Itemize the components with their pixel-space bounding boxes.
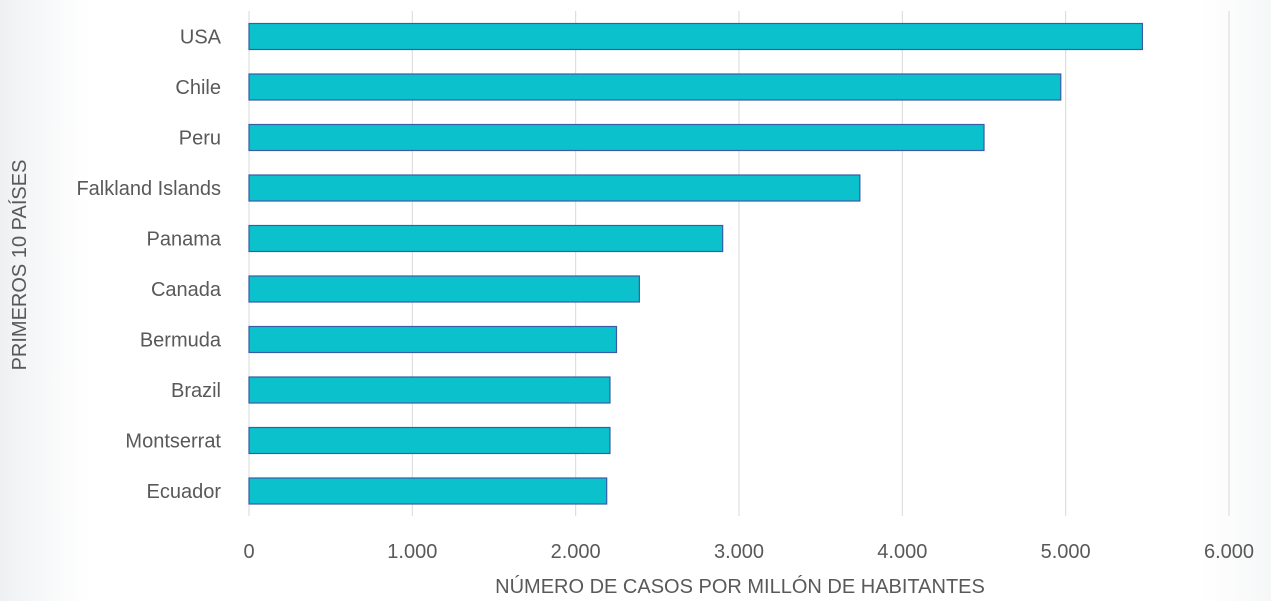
x-tick-label: 3.000 (714, 541, 764, 563)
category-label: Canada (151, 279, 222, 301)
y-axis-title: PRIMEROS 10 PAÍSES (8, 160, 31, 371)
bar (248, 224, 724, 253)
category-label: Bermuda (140, 330, 222, 352)
bar (248, 73, 1062, 101)
x-tick-labels: 0 1.000 2.000 3.000 4.000 5.000 6.000 (243, 541, 1254, 563)
x-tick-label: 5.000 (1041, 541, 1091, 563)
category-labels: USA Chile Peru Falkland Islands Panama Canada… (76, 27, 221, 504)
x-tick-label: 4.000 (877, 541, 927, 563)
bars (248, 22, 1144, 505)
x-tick-label: 0 (243, 541, 254, 563)
category-label: Peru (179, 128, 221, 150)
bar (248, 376, 611, 404)
category-label: Falkland Islands (76, 178, 221, 200)
category-label: Chile (175, 77, 221, 99)
bar (248, 325, 618, 354)
category-label: Montserrat (125, 431, 221, 453)
bar (248, 477, 608, 505)
x-tick-label: 2.000 (551, 541, 601, 563)
bar (248, 275, 640, 303)
category-label: Ecuador (147, 481, 222, 503)
category-label: Panama (147, 229, 222, 251)
x-axis-title: NÚMERO DE CASOS POR MILLÓN DE HABITANTES (495, 575, 985, 598)
category-label: USA (180, 27, 222, 49)
bar (248, 22, 1144, 51)
bar (248, 123, 985, 152)
category-label: Brazil (171, 380, 221, 402)
bar (248, 426, 611, 455)
x-tick-label: 1.000 (387, 541, 437, 563)
x-tick-label: 6.000 (1204, 541, 1254, 563)
bar (248, 174, 861, 202)
